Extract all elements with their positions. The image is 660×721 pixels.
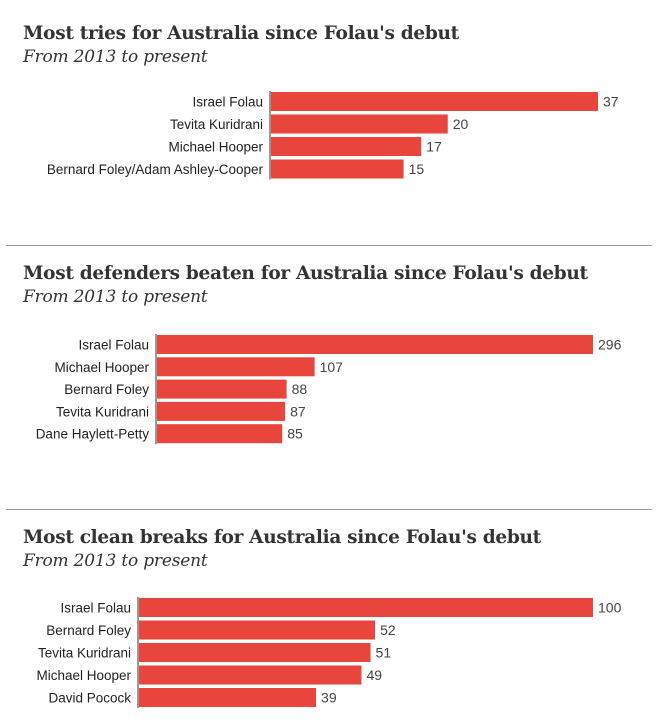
chart-subtitle: From 2013 to present xyxy=(23,287,208,307)
defenders-beaten-bar-chart: Israel Folau 296 Michael Hooper 107 Bernard … xyxy=(36,334,622,445)
bar xyxy=(271,137,422,156)
bar xyxy=(139,665,362,685)
category-label: Michael Hooper xyxy=(54,360,149,375)
data-label: 296 xyxy=(598,337,622,353)
bar xyxy=(157,335,593,354)
data-label: 37 xyxy=(603,94,619,110)
bar xyxy=(157,424,283,444)
category-label: Bernard Foley xyxy=(46,623,131,638)
bar xyxy=(157,401,286,421)
bar xyxy=(139,598,593,617)
category-label: Tevita Kuridrani xyxy=(38,646,131,661)
bar xyxy=(139,688,317,707)
data-label: 39 xyxy=(321,690,337,706)
bar xyxy=(157,379,287,399)
data-label: 49 xyxy=(366,667,382,683)
chart-title: Most tries for Australia since Folau's d… xyxy=(23,23,459,44)
chart-subtitle: From 2013 to present xyxy=(23,47,208,67)
category-label: Dane Haylett-Petty xyxy=(36,427,150,442)
chart-title: Most defenders beaten for Australia sinc… xyxy=(23,263,588,284)
bar xyxy=(271,114,448,134)
bar xyxy=(271,92,598,111)
category-label: Bernard Foley xyxy=(64,382,149,397)
category-label: Tevita Kuridrani xyxy=(56,404,149,419)
category-label: Michael Hooper xyxy=(36,668,131,683)
data-label: 15 xyxy=(409,161,425,177)
tries-bar-chart: Israel Folau 37 Tevita Kuridrani 20 Michael … xyxy=(47,91,619,180)
bar xyxy=(271,159,404,179)
data-label: 51 xyxy=(376,645,392,661)
data-label: 17 xyxy=(426,139,442,155)
data-label: 20 xyxy=(453,116,469,132)
data-label: 107 xyxy=(320,359,344,375)
category-label: Israel Folau xyxy=(192,95,263,110)
clean-breaks-bar-chart: Israel Folau 100 Bernard Foley 52 Tevita Kur… xyxy=(36,597,622,708)
data-label: 85 xyxy=(287,426,303,442)
section-divider xyxy=(6,509,652,510)
section-divider xyxy=(6,245,652,246)
data-label: 52 xyxy=(380,622,396,638)
bar xyxy=(157,357,315,377)
data-label: 88 xyxy=(292,381,308,397)
category-label: David Pocock xyxy=(48,691,131,706)
chart-title: Most clean breaks for Australia since Fo… xyxy=(23,527,541,548)
category-label: Tevita Kuridrani xyxy=(170,117,263,132)
category-label: Michael Hooper xyxy=(168,140,263,155)
category-label: Israel Folau xyxy=(78,338,149,353)
category-label: Bernard Foley/Adam Ashley-Cooper xyxy=(47,162,264,177)
chart-subtitle: From 2013 to present xyxy=(23,551,208,571)
bar xyxy=(139,643,371,662)
category-label: Israel Folau xyxy=(60,601,131,616)
bar xyxy=(139,620,376,640)
data-label: 87 xyxy=(290,403,306,419)
data-label: 100 xyxy=(598,600,622,616)
